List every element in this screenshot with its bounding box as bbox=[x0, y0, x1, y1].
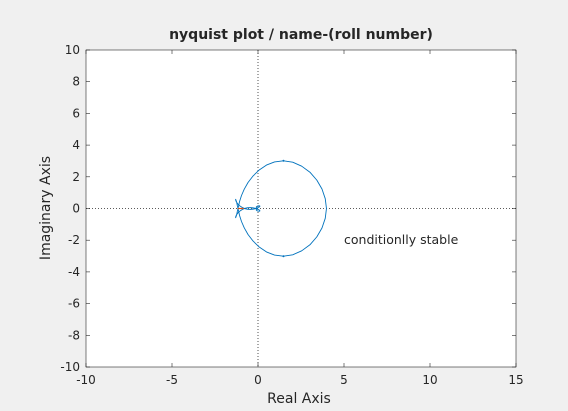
x-tick-label: 15 bbox=[508, 373, 523, 387]
direction-marker bbox=[282, 255, 285, 258]
plot-area bbox=[86, 50, 516, 367]
y-ticks: -10 -8 -6 -4 -2 0 2 4 6 8 10 bbox=[60, 43, 516, 374]
chart-title: nyquist plot / name-(roll number) bbox=[169, 27, 433, 43]
y-tick-label: -6 bbox=[68, 297, 80, 311]
x-tick-label: -10 bbox=[76, 373, 96, 387]
reference-lines bbox=[86, 50, 516, 367]
x-axis-label: Real Axis bbox=[267, 391, 331, 407]
x-tick-label: 0 bbox=[254, 373, 262, 387]
stability-annotation: conditionlly stable bbox=[344, 232, 459, 247]
y-axis-label: Imaginary Axis bbox=[38, 156, 54, 260]
x-tick-label: 10 bbox=[422, 373, 437, 387]
y-tick-label: -4 bbox=[68, 265, 80, 279]
y-tick-label: -10 bbox=[60, 360, 80, 374]
direction-marker bbox=[282, 159, 285, 162]
y-tick-label: 6 bbox=[72, 106, 80, 120]
x-ticks: -10 -5 0 5 10 15 bbox=[76, 50, 524, 387]
x-tick-label: -5 bbox=[166, 373, 178, 387]
y-tick-label: 2 bbox=[72, 170, 80, 184]
y-tick-label: 4 bbox=[72, 138, 80, 152]
x-tick-label: 5 bbox=[340, 373, 348, 387]
y-tick-label: 10 bbox=[65, 43, 80, 57]
y-tick-label: 0 bbox=[72, 202, 80, 216]
y-tick-label: -2 bbox=[68, 233, 80, 247]
nyquist-curves bbox=[235, 159, 327, 258]
y-tick-label: -8 bbox=[68, 328, 80, 342]
y-tick-label: 8 bbox=[72, 75, 80, 89]
